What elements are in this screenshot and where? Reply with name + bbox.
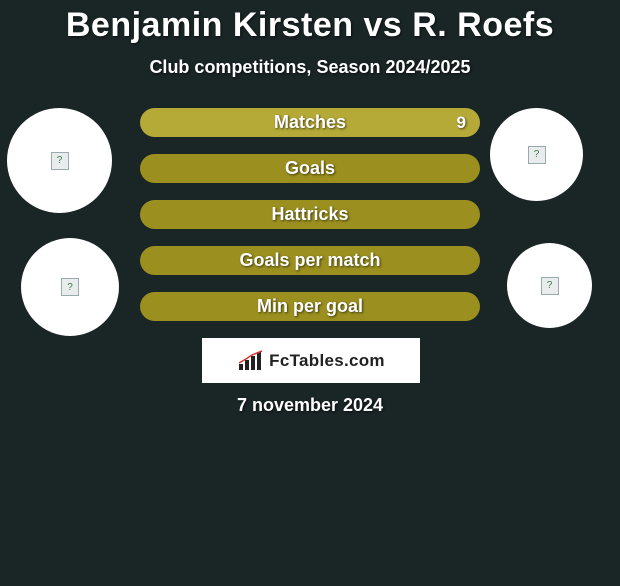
bar-hattricks: Hattricks (140, 200, 480, 229)
bar-goals-per-match: Goals per match (140, 246, 480, 275)
player1-photo: ? (7, 108, 112, 213)
date-stamp: 7 november 2024 (0, 395, 620, 416)
bar-min-per-goal: Min per goal (140, 292, 480, 321)
bar-matches: Matches 9 (140, 108, 480, 137)
player2-photo: ? (490, 108, 583, 201)
bar-label: Goals per match (239, 250, 380, 271)
page-title: Benjamin Kirsten vs R. Roefs (0, 6, 620, 45)
team2-logo: ? (507, 243, 592, 328)
placeholder-icon: ? (51, 152, 69, 170)
bar-label: Goals (285, 158, 335, 179)
stat-bars: Matches 9 Goals Hattricks Goals per matc… (140, 108, 480, 338)
source-logo-card: FcTables.com (202, 338, 420, 383)
source-logo-text: FcTables.com (269, 351, 385, 371)
bar-label: Min per goal (257, 296, 363, 317)
bar-goals: Goals (140, 154, 480, 183)
page-subtitle: Club competitions, Season 2024/2025 (0, 57, 620, 78)
placeholder-icon: ? (61, 278, 79, 296)
placeholder-icon: ? (528, 146, 546, 164)
placeholder-icon: ? (541, 277, 559, 295)
bar-label: Matches (274, 112, 346, 133)
bars-icon (237, 350, 265, 372)
bar-value-right: 9 (457, 113, 466, 133)
team1-logo: ? (21, 238, 119, 336)
bar-label: Hattricks (271, 204, 348, 225)
